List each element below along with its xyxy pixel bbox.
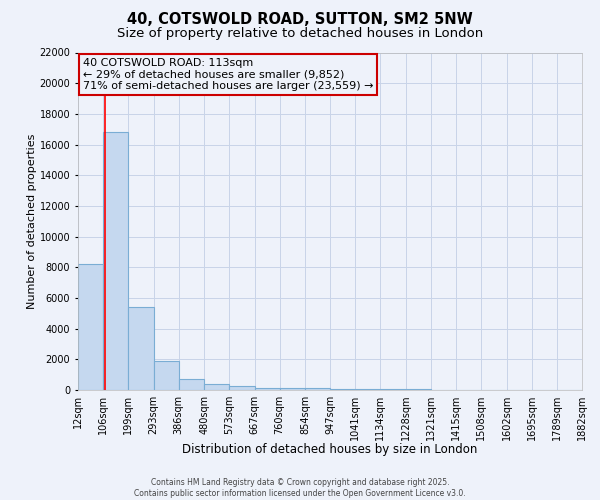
Bar: [305, 388, 330, 390]
Bar: [128, 307, 154, 390]
Text: Size of property relative to detached houses in London: Size of property relative to detached ho…: [117, 28, 483, 40]
Bar: [280, 388, 305, 390]
Bar: [78, 264, 103, 390]
Bar: [254, 388, 280, 390]
Bar: [229, 386, 254, 390]
Bar: [103, 132, 128, 390]
Text: 40, COTSWOLD ROAD, SUTTON, SM2 5NW: 40, COTSWOLD ROAD, SUTTON, SM2 5NW: [127, 12, 473, 28]
Bar: [179, 380, 204, 390]
Bar: [355, 389, 380, 390]
Bar: [330, 389, 355, 390]
X-axis label: Distribution of detached houses by size in London: Distribution of detached houses by size …: [182, 443, 478, 456]
Bar: [380, 389, 406, 390]
Bar: [154, 361, 179, 390]
Y-axis label: Number of detached properties: Number of detached properties: [27, 134, 37, 309]
Bar: [204, 384, 229, 390]
Text: 40 COTSWOLD ROAD: 113sqm
← 29% of detached houses are smaller (9,852)
71% of sem: 40 COTSWOLD ROAD: 113sqm ← 29% of detach…: [83, 58, 374, 91]
Text: Contains HM Land Registry data © Crown copyright and database right 2025.
Contai: Contains HM Land Registry data © Crown c…: [134, 478, 466, 498]
